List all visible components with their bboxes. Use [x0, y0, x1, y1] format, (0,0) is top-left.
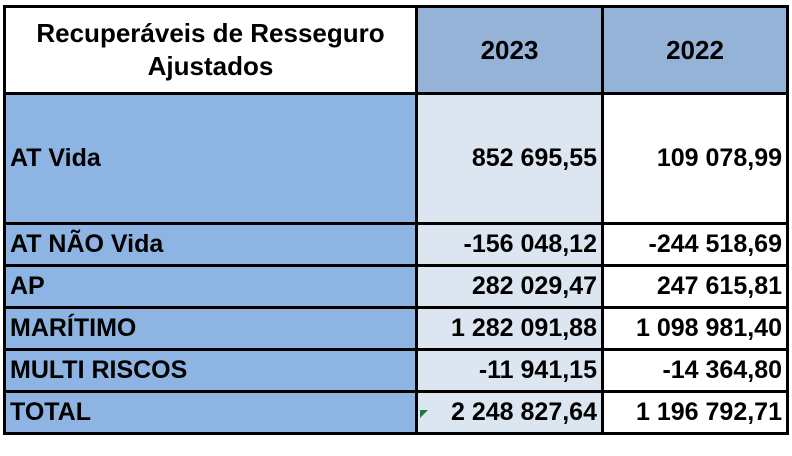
cell-2023: -11 941,15	[415, 348, 604, 393]
table-row-at-vida: AT Vida 852 695,55 109 078,99	[3, 92, 789, 225]
row-label: AP	[3, 264, 418, 309]
cell-2022: -14 364,80	[601, 348, 789, 393]
cell-error-indicator-icon	[420, 410, 428, 418]
header-row: Recuperáveis de Resseguro Ajustados 2023 …	[3, 5, 789, 95]
table-row-total: TOTAL 2 248 827,64 1 196 792,71	[3, 390, 789, 435]
cell-2022: 247 615,81	[601, 264, 789, 309]
column-header-2022: 2022	[601, 5, 789, 95]
table-title: Recuperáveis de Resseguro Ajustados	[3, 5, 418, 95]
reinsurance-recoverables-table: Recuperáveis de Resseguro Ajustados 2023 …	[3, 5, 789, 435]
cell-2022: 109 078,99	[601, 92, 789, 225]
table-row-at-nao-vida: AT NÃO Vida -156 048,12 -244 518,69	[3, 222, 789, 267]
row-label: MARÍTIMO	[3, 306, 418, 351]
cell-2022: -244 518,69	[601, 222, 789, 267]
cell-2022: 1 098 981,40	[601, 306, 789, 351]
cell-2023: 282 029,47	[415, 264, 604, 309]
cell-2022: 1 196 792,71	[601, 390, 789, 435]
table-title-line1: Recuperáveis de Resseguro	[36, 18, 385, 48]
row-label: TOTAL	[3, 390, 418, 435]
cell-2023: 1 282 091,88	[415, 306, 604, 351]
cell-2023: 2 248 827,64	[415, 390, 604, 435]
table-title-line2: Ajustados	[147, 51, 274, 81]
column-header-2023: 2023	[415, 5, 604, 95]
table-row-ap: AP 282 029,47 247 615,81	[3, 264, 789, 309]
row-label: AT Vida	[3, 92, 418, 225]
row-label: AT NÃO Vida	[3, 222, 418, 267]
cell-2023: 852 695,55	[415, 92, 604, 225]
table-row-maritimo: MARÍTIMO 1 282 091,88 1 098 981,40	[3, 306, 789, 351]
row-label: MULTI RISCOS	[3, 348, 418, 393]
cell-2023: -156 048,12	[415, 222, 604, 267]
table-row-multi-riscos: MULTI RISCOS -11 941,15 -14 364,80	[3, 348, 789, 393]
